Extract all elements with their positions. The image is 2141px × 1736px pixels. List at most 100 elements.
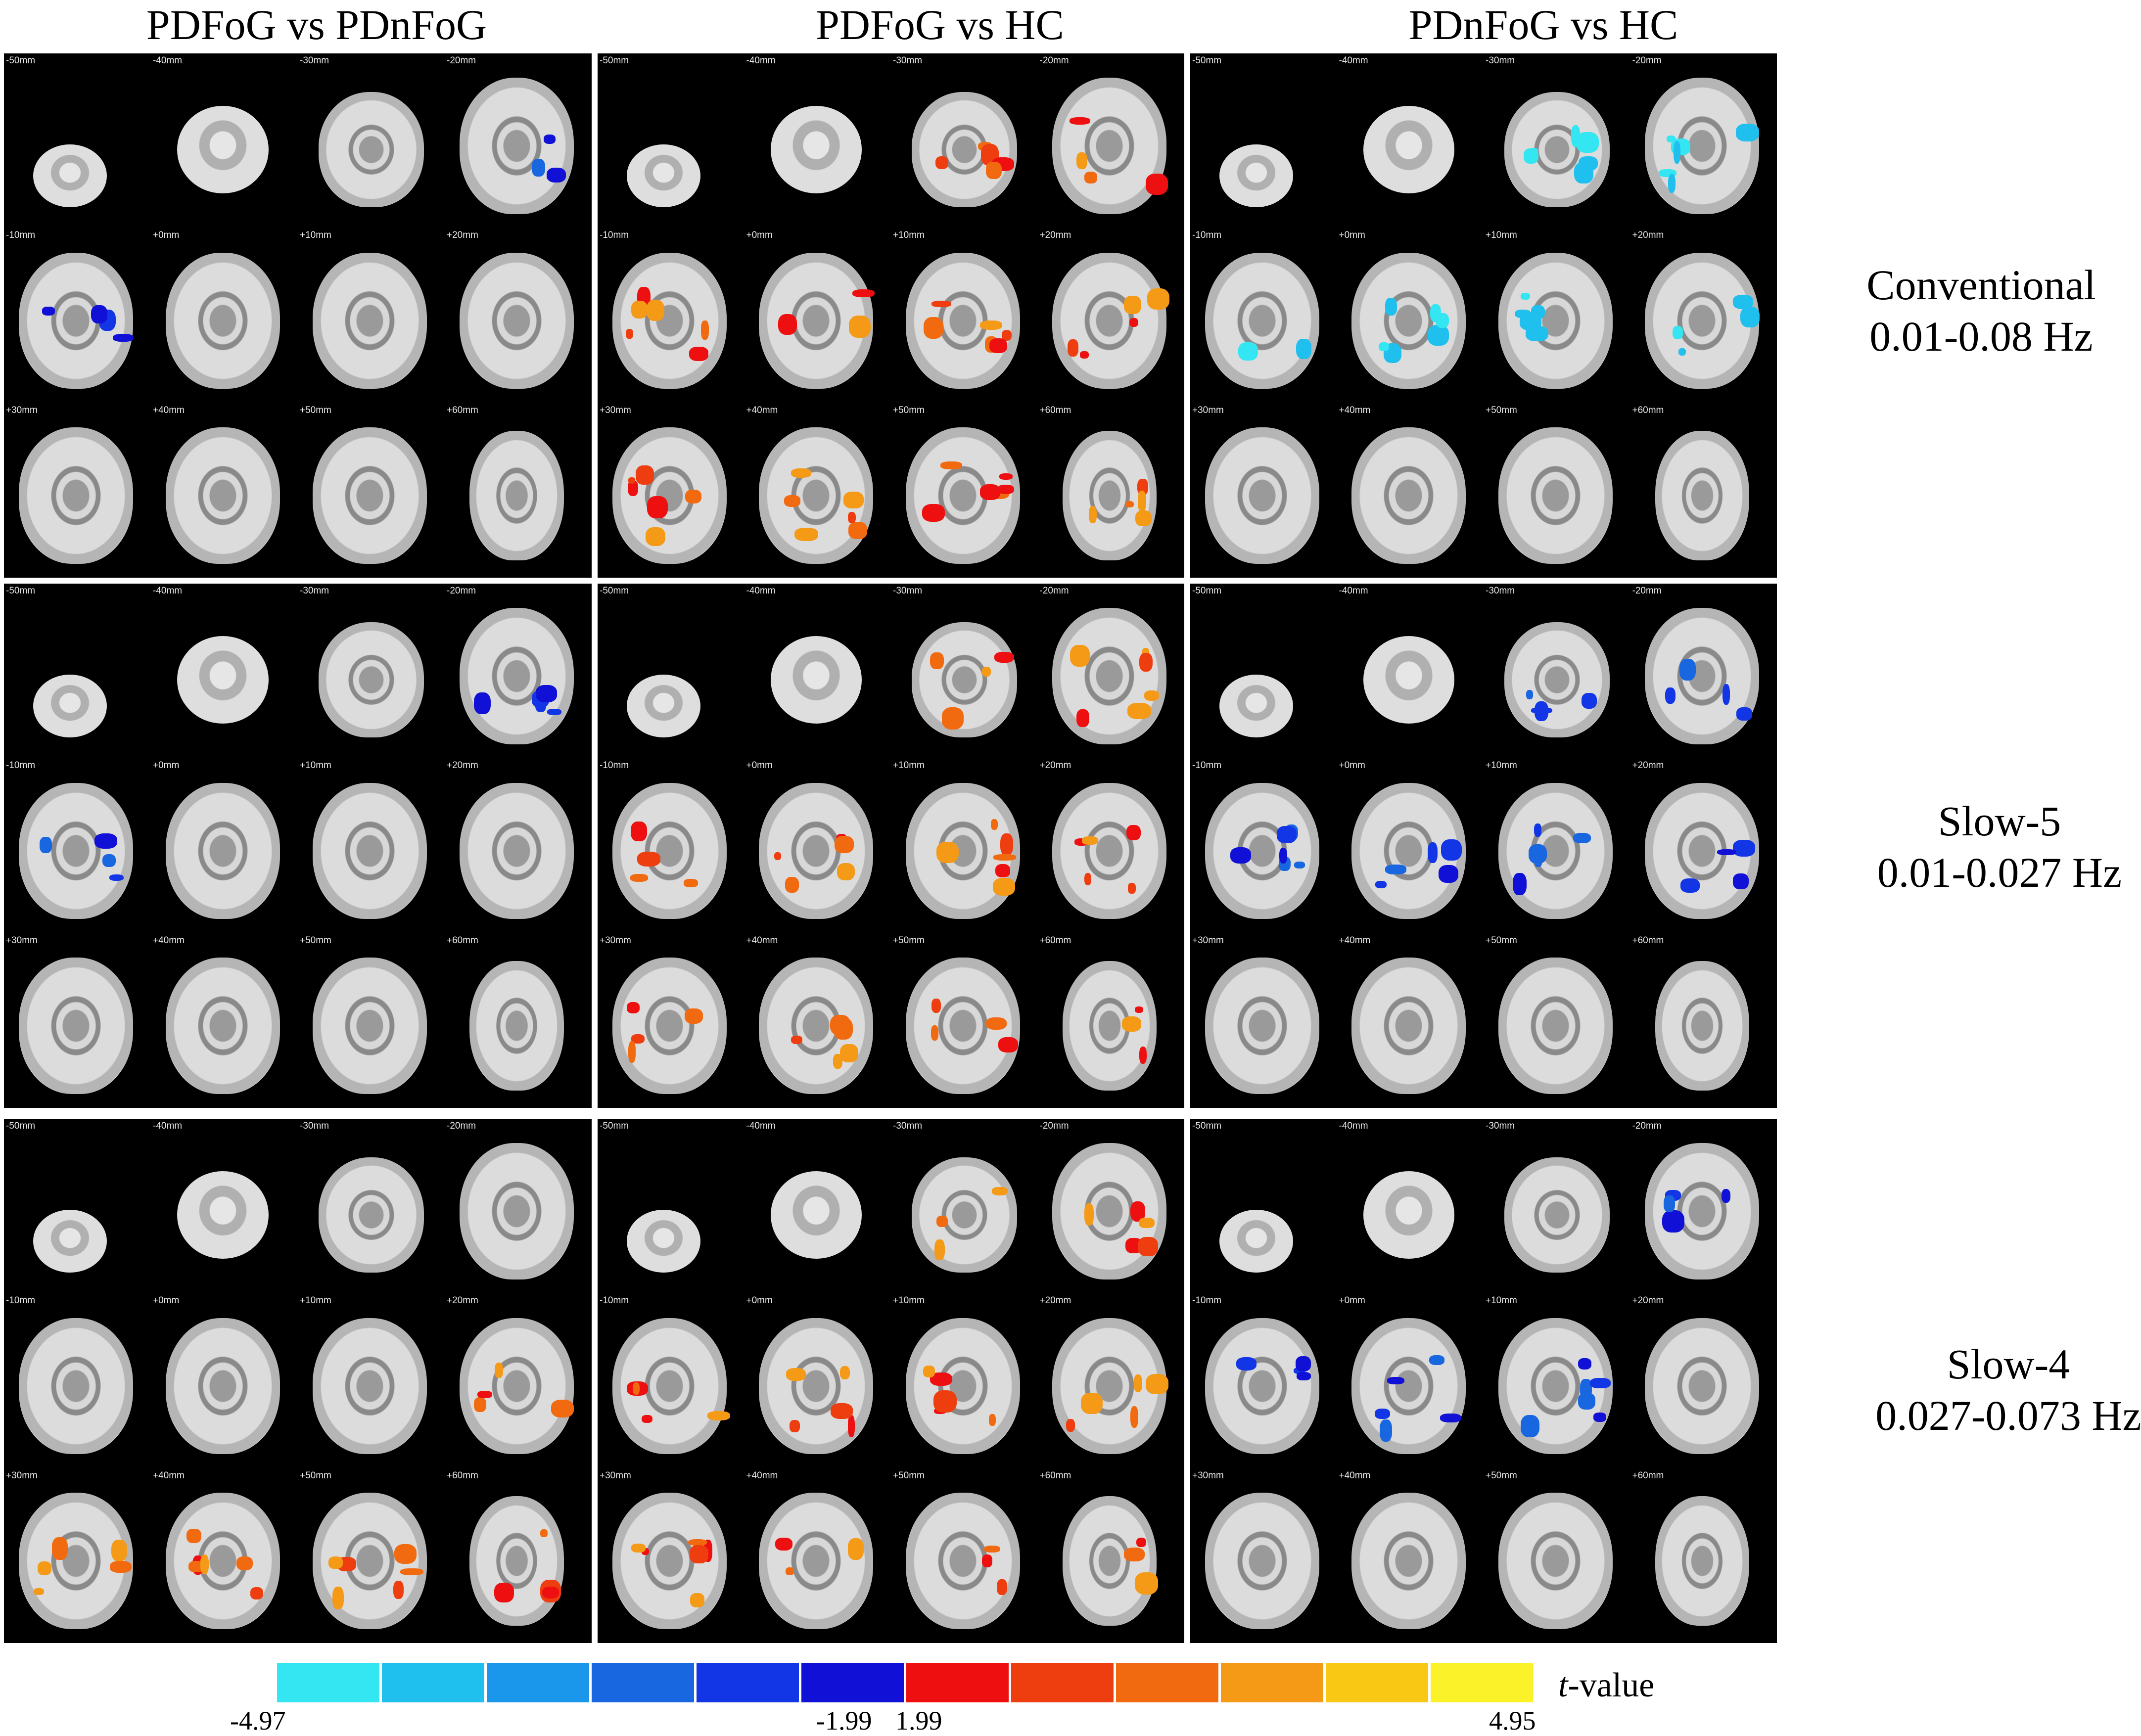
slice-label: +40mm <box>153 1470 185 1481</box>
column-title: PDFoG vs PDnFoG <box>146 1 487 48</box>
brain-slice <box>1498 1493 1613 1629</box>
activation-cluster <box>1736 123 1760 142</box>
brain-slice <box>1498 252 1613 389</box>
activation-cluster <box>685 490 701 504</box>
slice-label: +20mm <box>447 1295 478 1306</box>
activation-cluster <box>1428 842 1438 864</box>
brain-slice-panel: -50mm -40mm -30mm -20mm -10mm +0mm +10mm +20mm +… <box>4 584 592 1108</box>
activation-cluster <box>1531 305 1545 320</box>
slice-label: +50mm <box>893 935 925 946</box>
activation-cluster <box>1673 141 1681 164</box>
activation-cluster <box>1678 348 1686 356</box>
activation-cluster <box>110 1560 132 1573</box>
slice-label: +20mm <box>1039 230 1071 241</box>
slice-label: +40mm <box>153 405 185 415</box>
slice-label: -30mm <box>1486 586 1515 596</box>
slice-label: +20mm <box>1632 230 1664 241</box>
activation-cluster <box>1084 1203 1094 1226</box>
activation-cluster <box>1733 873 1749 889</box>
activation-cluster <box>994 651 1015 663</box>
activation-cluster <box>1276 826 1297 843</box>
brain-slice <box>1062 1496 1157 1626</box>
brain-slice <box>627 144 700 207</box>
colorbar-title-italic: t <box>1558 1666 1568 1704</box>
activation-cluster <box>188 1560 204 1572</box>
brain-slice <box>312 1318 427 1455</box>
activation-cluster <box>1084 172 1097 183</box>
activation-cluster <box>986 161 1002 180</box>
slice-label: -30mm <box>1486 55 1515 66</box>
brain-slice <box>1363 1171 1454 1259</box>
slice-label: +10mm <box>1486 230 1517 241</box>
slice-label: -20mm <box>1039 586 1069 596</box>
brain-slice <box>18 958 134 1094</box>
slice-label: +0mm <box>153 1295 180 1306</box>
slice-label: +0mm <box>153 230 180 241</box>
activation-cluster <box>1740 306 1760 328</box>
activation-cluster <box>1147 288 1170 310</box>
brain-slice <box>1205 1318 1319 1455</box>
activation-cluster <box>1428 325 1449 346</box>
activation-cluster <box>988 1414 996 1426</box>
slice-label: -20mm <box>447 1121 476 1131</box>
activation-cluster <box>1576 132 1599 153</box>
slice-label: +20mm <box>1039 1295 1071 1306</box>
activation-cluster <box>1130 1406 1139 1428</box>
activation-cluster <box>791 1035 802 1044</box>
activation-cluster <box>778 314 797 335</box>
activation-cluster <box>494 1583 514 1603</box>
brain-slice <box>1052 782 1167 919</box>
slice-label: +50mm <box>300 1470 331 1481</box>
slice-label: -20mm <box>1632 1121 1662 1131</box>
slice-label: +0mm <box>1339 760 1365 771</box>
activation-cluster <box>830 1015 851 1036</box>
slice-label: +10mm <box>893 230 925 241</box>
slice-label: +0mm <box>153 760 180 771</box>
slice-label: -40mm <box>153 586 183 596</box>
brain-slice <box>1205 782 1319 919</box>
brain-slice <box>612 427 727 564</box>
activation-cluster <box>109 874 124 881</box>
activation-cluster <box>637 851 661 867</box>
activation-cluster <box>1441 839 1462 861</box>
brain-slice <box>1498 782 1613 919</box>
activation-cluster <box>998 1037 1018 1053</box>
activation-cluster <box>848 1538 864 1560</box>
activation-cluster <box>547 708 561 715</box>
activation-cluster <box>631 301 648 319</box>
activation-cluster <box>1000 833 1013 856</box>
brain-slice <box>1645 608 1760 745</box>
slice-label: +50mm <box>300 935 331 946</box>
activation-cluster <box>707 1411 731 1420</box>
activation-cluster <box>635 465 654 485</box>
activation-cluster <box>1520 1415 1539 1438</box>
activation-cluster <box>1279 847 1288 864</box>
brain-slice <box>459 78 574 215</box>
slice-label: -10mm <box>6 760 36 771</box>
slice-label: +60mm <box>1632 405 1664 415</box>
activation-cluster <box>794 528 818 542</box>
brain-slice <box>1363 636 1454 724</box>
slice-label: +20mm <box>447 230 478 241</box>
activation-cluster <box>1084 872 1092 886</box>
colorbar-segment <box>1221 1663 1323 1702</box>
activation-cluster <box>52 1537 68 1560</box>
slice-label: -50mm <box>600 1121 629 1131</box>
activation-cluster <box>628 477 635 484</box>
activation-cluster <box>849 315 871 338</box>
brain-slice <box>1219 1209 1293 1273</box>
activation-cluster <box>690 1593 704 1607</box>
activation-cluster <box>931 998 941 1013</box>
activation-cluster <box>982 666 991 677</box>
slice-label: -40mm <box>153 55 183 66</box>
activation-cluster <box>924 317 944 339</box>
slice-label: +30mm <box>6 405 38 415</box>
activation-cluster <box>1127 702 1151 719</box>
activation-cluster <box>837 863 855 880</box>
activation-cluster <box>1668 174 1676 193</box>
activation-cluster <box>113 333 134 342</box>
slice-label: +30mm <box>6 1470 38 1481</box>
activation-cluster <box>1717 849 1736 856</box>
brain-slice <box>1205 252 1319 389</box>
activation-cluster <box>1385 298 1397 316</box>
